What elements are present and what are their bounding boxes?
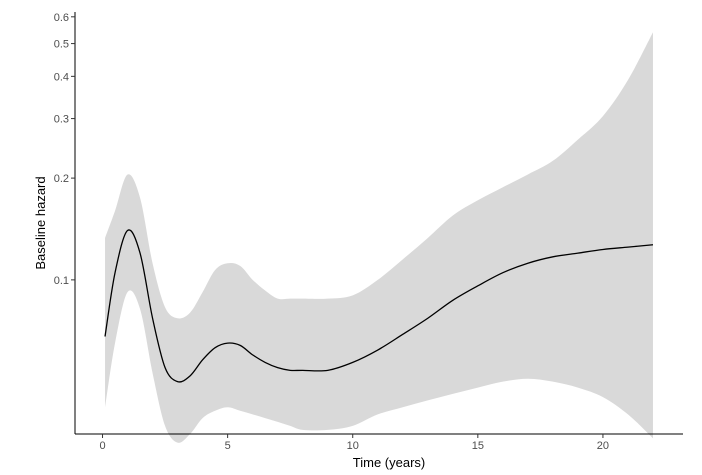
x-tick-label: 20 xyxy=(597,440,609,452)
y-tick-label: 0.3 xyxy=(54,114,69,126)
y-axis-title: Baseline hazard xyxy=(33,176,48,269)
x-axis-title: Time (years) xyxy=(353,455,425,470)
x-tick-label: 0 xyxy=(99,440,105,452)
hazard-line xyxy=(104,229,654,383)
confidence-band-layer xyxy=(105,32,653,443)
axes xyxy=(74,12,683,435)
y-tick-label: 0.4 xyxy=(54,71,69,83)
confidence-band xyxy=(105,32,653,443)
hazard-line-layer xyxy=(104,229,654,383)
y-tick-label: 0.1 xyxy=(54,275,69,287)
x-tick-label: 15 xyxy=(472,440,484,452)
y-tick-label: 0.2 xyxy=(54,173,69,185)
x-tick-label: 5 xyxy=(225,440,231,452)
x-axis-ticks: 0 5 10 15 20 xyxy=(99,434,609,452)
y-axis-ticks: 0.1 0.2 0.3 0.4 0.5 0.6 xyxy=(54,12,75,287)
y-tick-label: 0.5 xyxy=(54,39,69,51)
y-tick-label: 0.6 xyxy=(54,12,69,24)
x-tick-label: 10 xyxy=(347,440,359,452)
